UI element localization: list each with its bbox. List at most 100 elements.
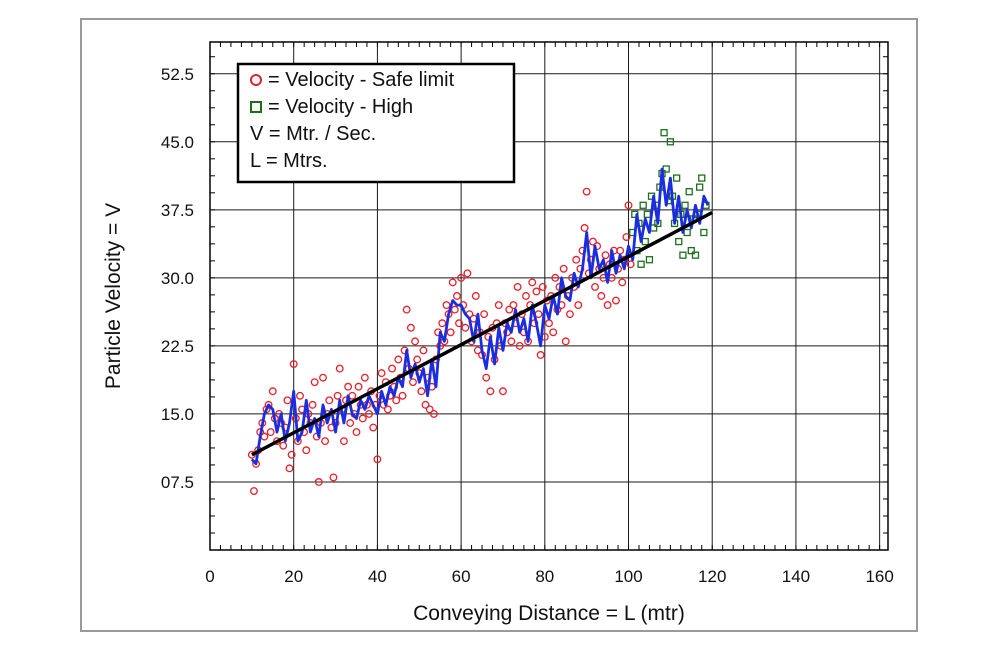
safe-velocity-point: [360, 373, 369, 382]
safe-velocity-point: [429, 409, 438, 418]
x-tick-label: 40: [368, 567, 387, 586]
safe-velocity-point: [452, 292, 461, 300]
y-tick-label: 15.0: [161, 405, 194, 424]
safe-velocity-point: [455, 319, 463, 328]
safe-velocity-point: [409, 378, 417, 387]
high-velocity-point: [637, 260, 645, 268]
safe-velocity-point: [285, 464, 294, 473]
safe-velocity-point: [522, 292, 530, 300]
safe-velocity-point: [373, 455, 382, 464]
safe-velocity-point: [505, 305, 514, 314]
safe-velocity-point: [344, 382, 353, 391]
safe-velocity-point: [321, 437, 330, 446]
y-tick-label: 22.5: [161, 337, 194, 356]
safe-velocity-point: [597, 292, 606, 300]
safe-velocity-point: [551, 273, 560, 282]
high-velocity-point: [643, 210, 652, 219]
safe-velocity-point: [411, 337, 420, 346]
legend-circle-marker: [250, 74, 262, 86]
y-tick-label: 52.5: [161, 65, 194, 84]
safe-velocity-point: [574, 301, 583, 310]
safe-velocity-point: [406, 323, 415, 332]
safe-velocity-point: [421, 400, 430, 409]
legend-entry-text: = Velocity - High: [268, 96, 413, 118]
safe-velocity-point: [296, 391, 304, 400]
y-tick-label: 07.5: [161, 473, 194, 492]
safe-velocity-point: [394, 355, 403, 364]
x-tick-label: 120: [698, 567, 726, 586]
chart-svg: 0 20 40 60 80 100 120 140 160 07.5 15.0 22.5 30.0 37.…: [102, 41, 894, 625]
safe-velocity-point: [352, 428, 361, 437]
safe-velocity-point: [486, 387, 495, 396]
safe-velocity-point: [419, 346, 428, 355]
high-velocity-point: [641, 237, 649, 246]
safe-velocity-point: [319, 373, 327, 382]
safe-velocity-point: [515, 341, 524, 350]
safe-velocity-point: [461, 323, 470, 332]
chart-frame: 0 20 40 60 80 100 120 140 160 07.5 15.0 22.5 30.0 37.…: [80, 18, 918, 632]
safe-velocity-point: [494, 301, 503, 310]
legend: = Velocity - Safe limit = Velocity - High…: [236, 62, 516, 184]
safe-velocity-point: [622, 233, 631, 241]
high-velocity-point: [681, 201, 689, 209]
safe-velocity-point: [603, 301, 612, 310]
y-axis-title: Particle Velocity = V: [102, 203, 125, 389]
safe-velocity-point: [624, 201, 633, 210]
safe-velocity-point: [417, 387, 426, 396]
safe-velocity-point: [612, 296, 620, 305]
x-tick-label: 160: [865, 567, 893, 586]
safe-velocity-point: [561, 337, 570, 346]
safe-velocity-point: [618, 278, 627, 287]
safe-velocity-point: [329, 473, 338, 482]
safe-velocity-point: [591, 282, 599, 291]
safe-velocity-point: [463, 269, 472, 278]
x-tick-label: 20: [284, 567, 303, 586]
axis-ticks: 0 20 40 60 80 100 120 140 160 07.5 15.0 22.5 30.0 37.…: [161, 42, 894, 586]
legend-entry-text: L = Mtrs.: [250, 150, 328, 172]
safe-velocity-point: [333, 391, 342, 400]
trend-line: [251, 210, 714, 457]
safe-velocity-point: [446, 328, 455, 337]
legend-square-marker: [250, 101, 262, 113]
safe-velocity-point: [513, 282, 522, 291]
high-velocity-point: [666, 138, 675, 146]
safe-velocity-point: [509, 301, 518, 310]
safe-velocity-point: [572, 255, 581, 264]
safe-velocity-point: [413, 355, 422, 364]
safe-velocity-point: [346, 419, 355, 427]
safe-velocity-point: [335, 364, 344, 373]
x-tick-label: 0: [205, 567, 214, 586]
safe-velocity-point: [482, 373, 491, 382]
safe-velocity-point: [268, 387, 277, 396]
high-velocity-point: [645, 256, 654, 264]
safe-velocity-point: [289, 360, 298, 368]
high-velocity-point: [639, 201, 647, 209]
safe-velocity-point: [398, 391, 407, 400]
safe-velocity-point: [499, 387, 507, 396]
x-tick-label: 100: [614, 567, 642, 586]
safe-velocity-point: [536, 351, 545, 359]
safe-velocity-point: [383, 405, 392, 414]
safe-velocity-point: [457, 273, 466, 282]
safe-velocity-point: [582, 187, 591, 196]
safe-velocity-point: [626, 260, 635, 269]
safe-velocity-point: [442, 301, 451, 310]
y-tick-label: 37.5: [161, 201, 194, 220]
safe-velocity-point: [450, 305, 459, 314]
legend-box: [236, 62, 516, 184]
safe-velocity-point: [365, 409, 373, 418]
safe-velocity-point: [266, 428, 275, 437]
safe-velocity-point: [260, 432, 269, 441]
high-velocity-point: [672, 174, 681, 182]
high-velocity-point: [679, 251, 687, 259]
safe-velocity-point: [438, 319, 447, 328]
safe-velocity-point: [588, 237, 597, 246]
safe-velocity-point: [538, 282, 547, 291]
safe-velocity-point: [249, 487, 258, 495]
legend-entry-text: V = Mtr. / Sec.: [250, 123, 376, 145]
y-tick-label: 30.0: [161, 269, 194, 288]
legend-entry-text: = Velocity - Safe limit: [268, 69, 455, 91]
safe-velocity-point: [279, 441, 288, 450]
safe-velocity-point: [425, 405, 434, 414]
safe-velocity-point: [354, 382, 363, 391]
